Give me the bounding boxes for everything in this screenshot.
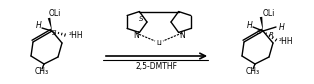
Text: H: H xyxy=(36,22,42,30)
Text: 2,5-DMTHF: 2,5-DMTHF xyxy=(136,62,177,71)
Text: H: H xyxy=(279,23,285,32)
Text: OLi: OLi xyxy=(263,8,275,17)
Polygon shape xyxy=(260,17,263,31)
Text: N: N xyxy=(133,30,139,39)
Text: OLi: OLi xyxy=(49,9,61,18)
Text: R: R xyxy=(268,32,273,38)
Text: CH₃: CH₃ xyxy=(246,68,260,77)
Text: CH₃: CH₃ xyxy=(35,68,49,77)
Polygon shape xyxy=(48,18,52,31)
Text: S: S xyxy=(139,16,143,22)
Text: ²HH: ²HH xyxy=(69,30,84,39)
Text: S: S xyxy=(52,30,56,36)
Text: ²HH: ²HH xyxy=(279,37,294,46)
Text: N: N xyxy=(179,30,185,39)
Text: H: H xyxy=(247,20,253,29)
Text: Li: Li xyxy=(156,40,162,46)
Text: S: S xyxy=(257,29,261,35)
